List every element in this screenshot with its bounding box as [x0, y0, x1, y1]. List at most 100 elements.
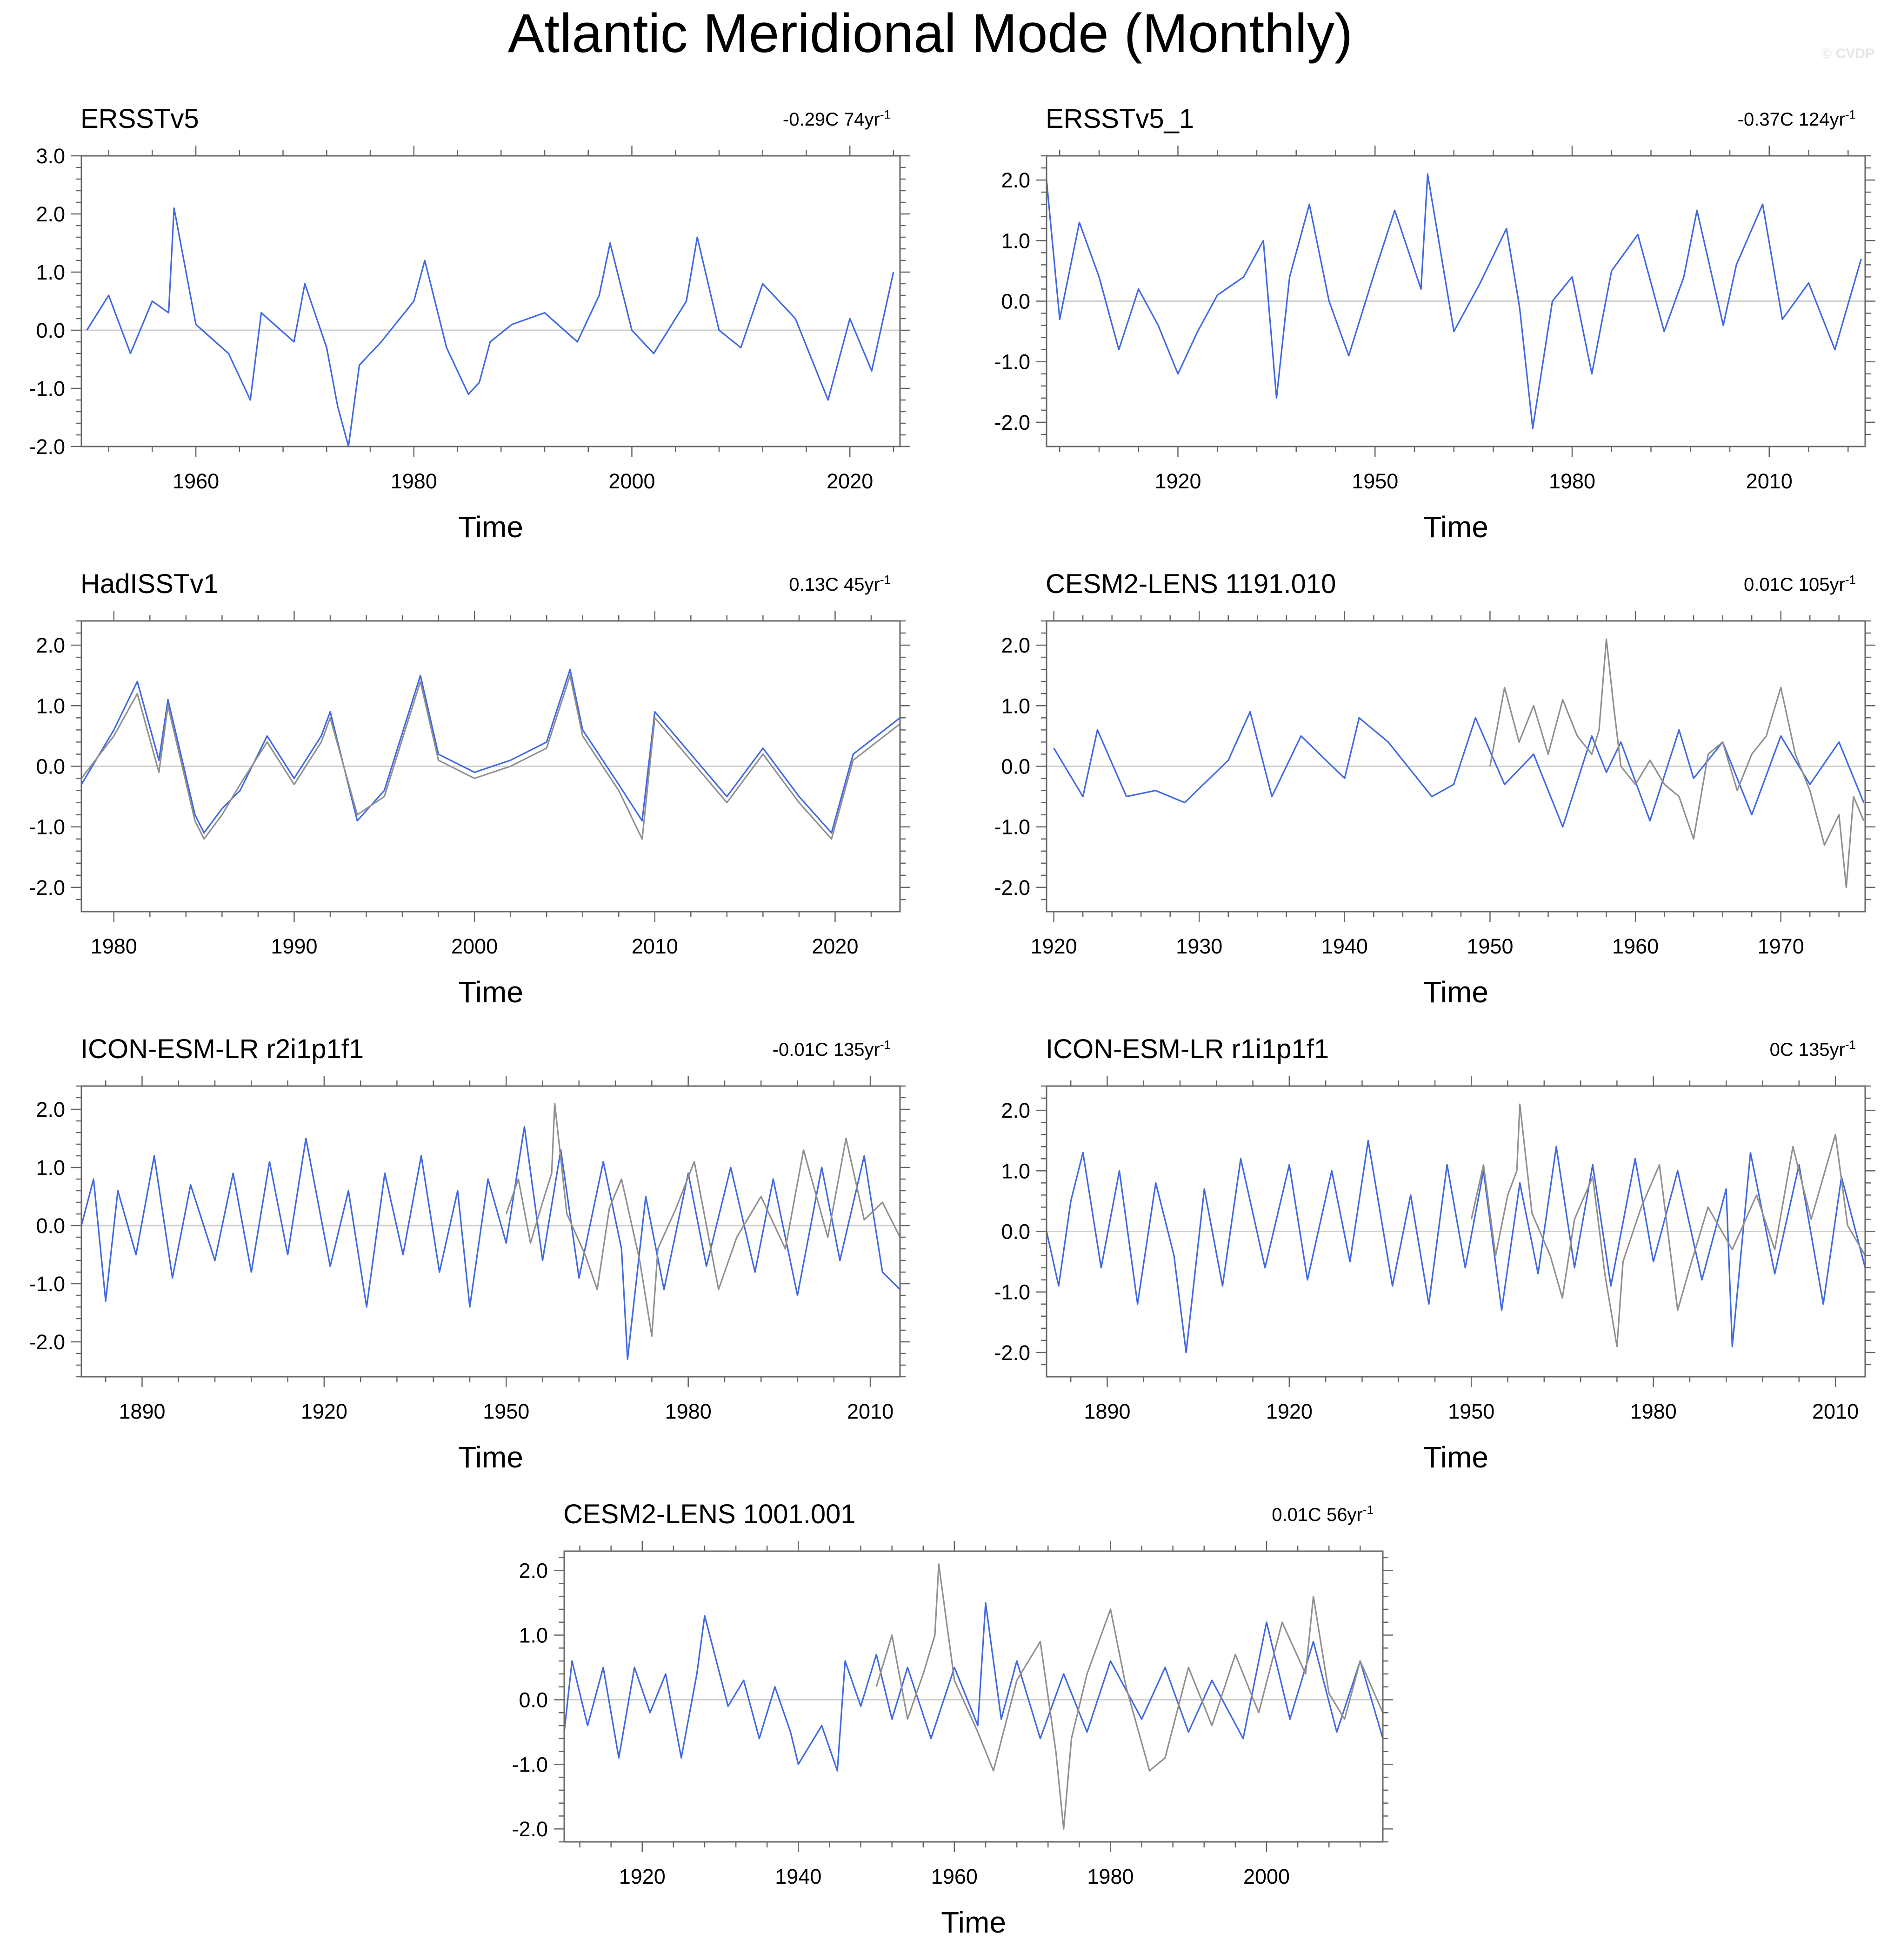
y-tick-label: 2.0 [1001, 1099, 1030, 1122]
x-tick-label: 1920 [301, 1400, 347, 1423]
trend-label: 0.01C 105yr-1 [1744, 573, 1856, 595]
panel-title: HadISSTv1 [80, 569, 219, 599]
panel-3: -2.0 -1.0 0.0 1.0 2.0 1980 1990 2000 2010 2020 Tim… [29, 569, 910, 1009]
y-tick-label: 3.0 [36, 144, 65, 168]
series-line-gray [875, 1563, 1384, 1830]
series-line-gray [1489, 638, 1865, 888]
x-tick-label: 1950 [1352, 469, 1398, 493]
x-tick-label: 1950 [1467, 934, 1513, 958]
x-tick-label: 1980 [91, 934, 137, 958]
y-tick-label: -1.0 [994, 350, 1030, 374]
y-tick-label: -1.0 [994, 1280, 1030, 1304]
panels: -2.0 -1.0 0.0 1.0 2.0 3.0 1960 1980 2000 2020 Time… [29, 104, 1875, 1939]
x-tick-label: 1920 [1266, 1400, 1313, 1423]
y-tick-label: 2.0 [519, 1559, 548, 1583]
y-tick-label: -2.0 [29, 876, 65, 900]
panel-6: -2.0 -1.0 0.0 1.0 2.0 1890 1920 1950 1980 2010 Tim… [994, 1034, 1875, 1474]
trend-label: 0.01C 56yr-1 [1272, 1503, 1374, 1525]
y-tick-label: -2.0 [29, 435, 65, 459]
x-tick-label: 2000 [1243, 1865, 1290, 1888]
series-line-blue [1053, 711, 1865, 828]
x-axis-label: Time [458, 510, 523, 544]
x-tick-label: 1890 [1084, 1400, 1130, 1423]
x-tick-label: 2010 [1746, 469, 1793, 493]
y-tick-label: 0.0 [1001, 1220, 1030, 1244]
x-tick-label: 1920 [1154, 469, 1201, 493]
trend-label: -0.29C 74yr-1 [783, 107, 891, 130]
x-axis-label: Time [458, 1440, 523, 1474]
x-axis-label: Time [941, 1906, 1006, 1939]
x-tick-label: 1980 [1549, 469, 1595, 493]
series-line-gray [505, 1102, 901, 1337]
x-tick-label: 2010 [847, 1400, 894, 1423]
x-tick-label: 1960 [1612, 934, 1659, 958]
x-axis-label: Time [1423, 510, 1488, 544]
x-tick-label: 2010 [1812, 1400, 1859, 1423]
panel-5: -2.0 -1.0 0.0 1.0 2.0 1890 1920 1950 1980 2010 Tim… [29, 1034, 910, 1474]
y-tick-label: -2.0 [994, 411, 1030, 434]
y-tick-label: 1.0 [519, 1624, 548, 1647]
panel-7: -2.0 -1.0 0.0 1.0 2.0 1920 1940 1960 1980 2000 Tim… [512, 1499, 1393, 1939]
x-tick-label: 1940 [1321, 934, 1368, 958]
y-tick-label: 0.0 [519, 1688, 548, 1712]
trend-label: -0.01C 135yr-1 [773, 1038, 891, 1060]
x-tick-label: 1980 [1087, 1865, 1134, 1888]
figure-title: Atlantic Meridional Mode (Monthly) [508, 3, 1353, 64]
y-tick-label: -2.0 [994, 1341, 1030, 1365]
y-tick-label: -2.0 [512, 1817, 548, 1841]
trend-label: -0.37C 124yr-1 [1738, 107, 1856, 130]
panel-title: CESM2-LENS 1191.010 [1046, 569, 1336, 599]
series-line-blue [1046, 1140, 1866, 1353]
y-tick-label: 1.0 [36, 694, 65, 718]
panel-2: -2.0 -1.0 0.0 1.0 2.0 1920 1950 1980 2010 Time ERS… [994, 104, 1875, 544]
y-tick-label: 2.0 [36, 633, 65, 657]
x-tick-label: 1970 [1758, 934, 1804, 958]
x-tick-label: 1960 [931, 1865, 978, 1888]
series-line-blue [80, 668, 900, 834]
x-axis-label: Time [1423, 1440, 1488, 1474]
y-tick-label: 1.0 [1001, 229, 1030, 253]
y-tick-label: 1.0 [36, 260, 65, 284]
plot-frame [563, 1550, 1384, 1843]
x-tick-label: 2010 [632, 934, 678, 958]
y-tick-label: -1.0 [29, 815, 65, 839]
x-tick-label: 1890 [119, 1400, 165, 1423]
trend-label: 0C 135yr-1 [1770, 1038, 1856, 1060]
y-tick-label: 0.0 [36, 755, 65, 779]
x-tick-label: 1950 [1448, 1400, 1494, 1423]
plot-frame [80, 155, 901, 447]
panel-4: -2.0 -1.0 0.0 1.0 2.0 1920 1930 1940 1950 1960 197… [994, 569, 1875, 1009]
x-tick-label: 1980 [1630, 1400, 1677, 1423]
y-tick-label: 0.0 [1001, 290, 1030, 313]
x-tick-label: 1980 [665, 1400, 712, 1423]
panel-title: ERSSTv5 [80, 104, 199, 134]
series-line-blue [86, 207, 894, 447]
y-tick-label: -2.0 [994, 876, 1030, 900]
x-tick-label: 1990 [271, 934, 317, 958]
trend-label: 0.13C 45yr-1 [789, 573, 891, 595]
y-tick-label: 2.0 [36, 1098, 65, 1121]
series-line-blue [563, 1602, 1384, 1772]
y-tick-label: -2.0 [29, 1330, 65, 1354]
x-tick-label: 2000 [451, 934, 498, 958]
x-tick-label: 1920 [619, 1865, 666, 1888]
y-tick-label: 1.0 [36, 1156, 65, 1180]
y-tick-label: 0.0 [36, 1214, 65, 1238]
y-tick-label: -1.0 [29, 377, 65, 400]
x-tick-label: 2000 [608, 469, 655, 493]
y-tick-label: 1.0 [1001, 1159, 1030, 1183]
y-tick-label: 1.0 [1001, 694, 1030, 718]
x-tick-label: 1950 [483, 1400, 529, 1423]
x-tick-label: 2020 [812, 934, 858, 958]
series-line-blue [80, 1126, 901, 1360]
series-line-gray [1470, 1103, 1866, 1347]
y-tick-label: -1.0 [512, 1753, 548, 1776]
y-tick-label: 2.0 [1001, 633, 1030, 657]
y-tick-label: 2.0 [36, 202, 65, 226]
panel-title: CESM2-LENS 1001.001 [563, 1499, 856, 1529]
panel-1: -2.0 -1.0 0.0 1.0 2.0 3.0 1960 1980 2000 2020 Time… [29, 104, 910, 544]
x-tick-label: 2020 [827, 469, 873, 493]
x-axis-label: Time [458, 975, 523, 1009]
y-tick-label: 0.0 [1001, 755, 1030, 779]
y-tick-label: 2.0 [1001, 168, 1030, 192]
